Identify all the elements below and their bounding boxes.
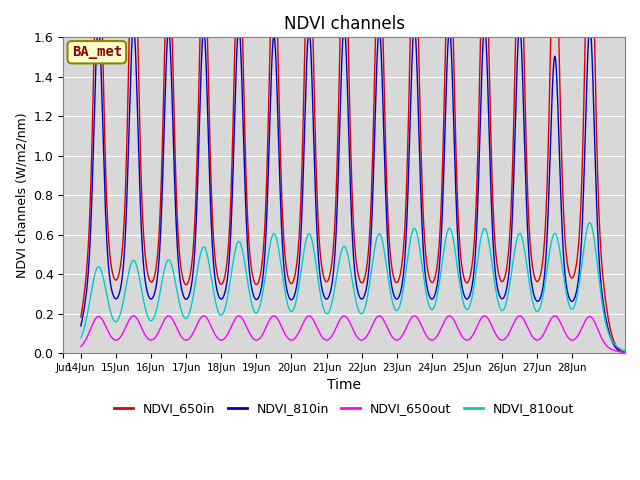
Y-axis label: NDVI channels (W/m2/nm): NDVI channels (W/m2/nm) (15, 112, 28, 278)
Text: BA_met: BA_met (72, 45, 122, 59)
Title: NDVI channels: NDVI channels (284, 15, 404, 33)
X-axis label: Time: Time (327, 378, 361, 392)
Legend: NDVI_650in, NDVI_810in, NDVI_650out, NDVI_810out: NDVI_650in, NDVI_810in, NDVI_650out, NDV… (109, 397, 579, 420)
